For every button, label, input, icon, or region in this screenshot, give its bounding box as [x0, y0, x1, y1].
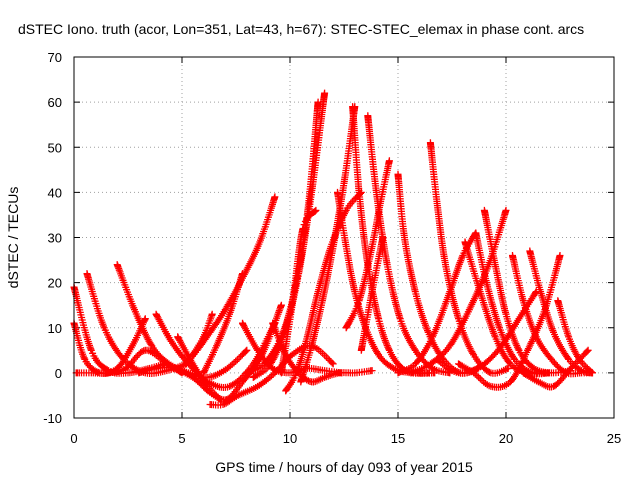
data-series-11 [189, 310, 216, 359]
plus-markers [357, 234, 387, 354]
y-tick-label: 50 [48, 140, 62, 155]
y-tick-label: 20 [48, 276, 62, 291]
data-series-22 [342, 157, 393, 332]
data-series-33 [526, 247, 596, 377]
y-tick-label: -10 [43, 411, 62, 426]
x-tick-label: 25 [607, 431, 621, 446]
y-tick-label: 40 [48, 185, 62, 200]
data-series-17 [277, 206, 320, 377]
y-tick-label: 60 [48, 95, 62, 110]
x-tick-label: 5 [178, 431, 185, 446]
x-tick-label: 0 [70, 431, 77, 446]
data-marks [70, 89, 596, 409]
data-series-29 [480, 206, 575, 377]
x-tick-label: 10 [283, 431, 297, 446]
plus-markers [433, 288, 540, 377]
plus-markers [554, 297, 596, 377]
data-series-7 [135, 364, 225, 404]
plus-markers [277, 206, 320, 377]
plus-markers [519, 346, 592, 391]
y-tick-label: 10 [48, 321, 62, 336]
y-axis-label: dSTEC / TECUs [5, 187, 21, 289]
data-series-31 [455, 252, 564, 391]
y-tick-label: 0 [55, 366, 62, 381]
x-tick-label: 15 [391, 431, 405, 446]
plus-markers [342, 157, 393, 332]
y-tick-label: 70 [48, 50, 62, 65]
plus-markers [526, 247, 596, 377]
plus-markers [480, 206, 575, 377]
plus-markers [135, 364, 225, 404]
plot-frame [73, 56, 615, 419]
data-series-34 [519, 346, 592, 391]
plus-markers [455, 252, 564, 391]
plus-markers [200, 270, 246, 377]
data-series-10 [200, 270, 246, 377]
y-tick-label: 30 [48, 231, 62, 246]
data-series-23 [357, 234, 387, 354]
chart-title: dSTEC Iono. truth (acor, Lon=351, Lat=43… [18, 21, 584, 37]
x-axis-label: GPS time / hours of day 093 of year 2015 [215, 459, 473, 475]
data-series-36 [433, 288, 540, 377]
axis-ticks: 0 5 10 15 20 25 -10 0 10 20 30 40 50 60 70 [43, 50, 621, 446]
data-series-35 [554, 297, 596, 377]
plus-markers [189, 310, 216, 359]
x-tick-label: 20 [499, 431, 513, 446]
